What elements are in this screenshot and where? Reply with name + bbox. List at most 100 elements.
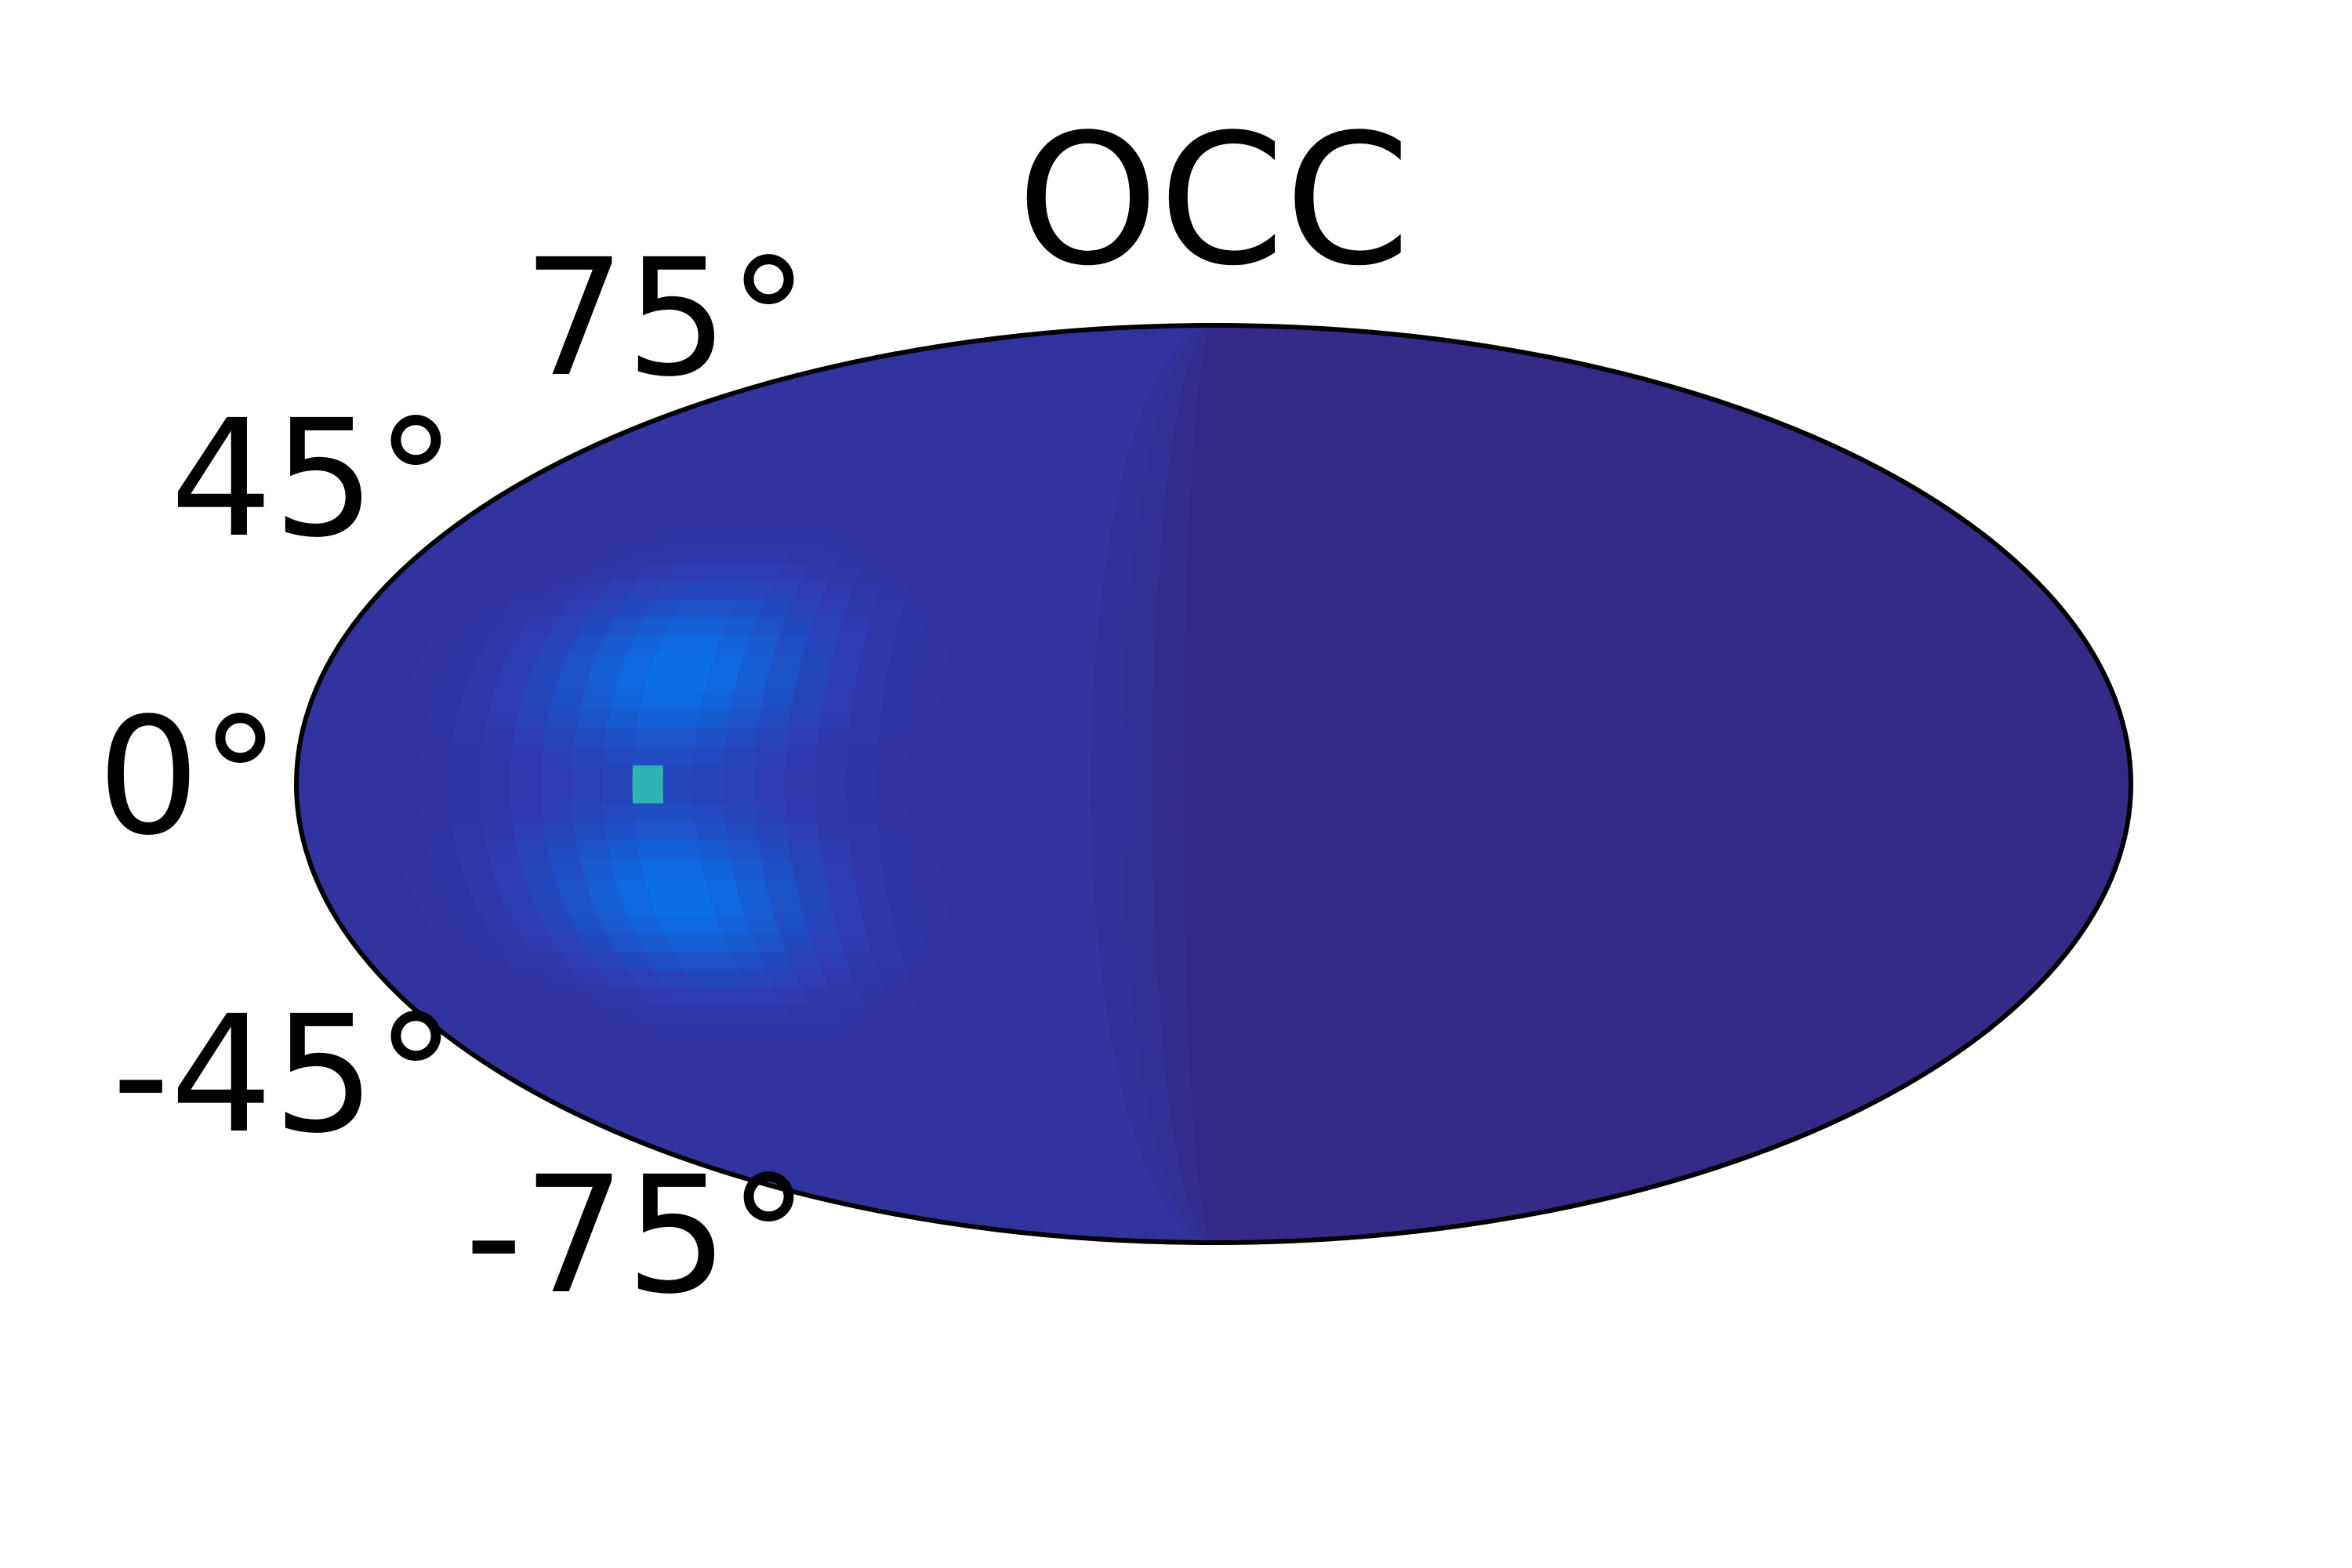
heatmap-cell — [1178, 392, 1199, 407]
heatmap-cell — [584, 671, 622, 691]
heatmap-cell — [418, 783, 451, 804]
heatmap-cell — [821, 689, 855, 710]
heatmap-cell — [632, 783, 665, 804]
heatmap-cell — [1079, 1004, 1110, 1022]
heatmap-cell — [969, 821, 1002, 841]
heatmap-cell — [1121, 463, 1149, 481]
heatmap-cell — [1007, 634, 1041, 654]
heatmap-cell — [695, 727, 729, 747]
heatmap-cell — [1181, 1174, 1200, 1189]
heatmap-cell — [887, 652, 921, 673]
heatmap-cell — [1066, 634, 1099, 654]
heatmap-cell — [788, 708, 822, 728]
heatmap-cell — [1091, 783, 1123, 804]
heatmap-cell — [388, 746, 422, 766]
heatmap-cell — [773, 634, 810, 654]
heatmap-cell — [543, 727, 577, 747]
heatmap-cell — [1033, 877, 1066, 897]
heatmap-cell — [938, 783, 970, 804]
heatmap-cell — [999, 783, 1031, 804]
heatmap-cell — [768, 652, 804, 673]
heatmap-cell — [1011, 616, 1044, 636]
heatmap-cell — [664, 821, 699, 841]
heatmap-cell — [768, 895, 804, 916]
heatmap-cell — [756, 821, 789, 841]
heatmap-cell — [1065, 895, 1098, 916]
heatmap-cell — [1005, 652, 1039, 673]
heatmap-cell — [1033, 671, 1066, 691]
heatmap-cell — [803, 914, 839, 934]
heatmap-cell — [760, 858, 796, 879]
heatmap-cell — [1147, 1103, 1173, 1120]
heatmap-cell — [1035, 512, 1067, 530]
heatmap-cell — [575, 840, 612, 860]
heatmap-cell — [451, 727, 486, 747]
heatmap-cell — [815, 802, 849, 822]
heatmap-cell — [764, 671, 800, 691]
heatmap-cell — [907, 764, 939, 785]
heatmap-cell — [854, 877, 888, 897]
heatmap-cell — [519, 689, 556, 710]
heatmap-cell — [579, 858, 616, 879]
heatmap-cell — [1065, 495, 1095, 514]
heatmap-cell — [1030, 821, 1063, 841]
heatmap-cell — [1000, 727, 1033, 747]
heatmap-cell — [827, 652, 863, 673]
heatmap-cell — [907, 746, 940, 766]
heatmap-cell — [975, 895, 1009, 916]
heatmap-cell — [946, 895, 980, 916]
tick-label-0: 0° — [97, 683, 281, 871]
heatmap-cell — [1052, 1004, 1083, 1022]
heatmap-cell — [871, 950, 907, 970]
heatmap-cell — [694, 746, 727, 766]
heatmap-cell — [895, 932, 930, 952]
heatmap-cell — [540, 764, 573, 785]
heatmap-cell — [887, 895, 921, 916]
heatmap-cell — [739, 895, 775, 916]
heatmap-cell — [1153, 895, 1185, 916]
heatmap-cell — [1123, 671, 1155, 691]
heatmap-cell — [1045, 580, 1077, 600]
heatmap-cell — [1063, 877, 1096, 897]
heatmap-cell — [824, 671, 858, 691]
heatmap-cell — [429, 689, 466, 710]
heatmap-cell — [1156, 598, 1186, 618]
heatmap-cell — [1101, 968, 1132, 988]
heatmap-cell — [953, 616, 987, 636]
heatmap-cell — [938, 764, 970, 785]
heatmap-cell — [1125, 448, 1152, 465]
heatmap-cell — [1126, 932, 1157, 952]
heatmap-cell — [846, 746, 880, 766]
tick-label-neg75: -75° — [465, 1142, 809, 1330]
heatmap-cell — [1070, 598, 1102, 618]
heatmap-cell — [1184, 1187, 1202, 1200]
heatmap-cell — [1150, 1118, 1175, 1134]
heatmap-cell — [1062, 689, 1094, 710]
heatmap-cell — [1042, 950, 1075, 970]
heatmap-cell — [877, 764, 909, 785]
heatmap-cell — [663, 802, 696, 822]
heatmap-cell — [1160, 1021, 1189, 1040]
heatmap-cell — [1131, 563, 1161, 582]
heatmap-cell — [709, 652, 746, 673]
heatmap-cell — [1091, 708, 1124, 728]
heatmap-cell — [827, 895, 863, 916]
heatmap-cell — [920, 914, 954, 934]
heatmap-cell — [1154, 634, 1185, 654]
heatmap-cell — [479, 764, 512, 785]
heatmap-cell — [877, 802, 909, 822]
heatmap-cell — [798, 652, 833, 673]
heatmap-cell — [1114, 1054, 1143, 1073]
heatmap-cell — [1153, 652, 1185, 673]
heatmap-cell — [966, 986, 1000, 1005]
heatmap-cell — [1117, 1071, 1145, 1089]
heatmap-cell — [913, 877, 948, 897]
heatmap-cell — [1000, 821, 1033, 841]
heatmap-cell — [636, 708, 672, 728]
heatmap-cell — [908, 821, 942, 841]
heatmap-cell — [519, 858, 556, 879]
heatmap-cell — [1131, 986, 1161, 1005]
heatmap-cell — [866, 616, 902, 636]
heatmap-cell — [942, 858, 975, 879]
heatmap-cell — [1152, 746, 1184, 766]
